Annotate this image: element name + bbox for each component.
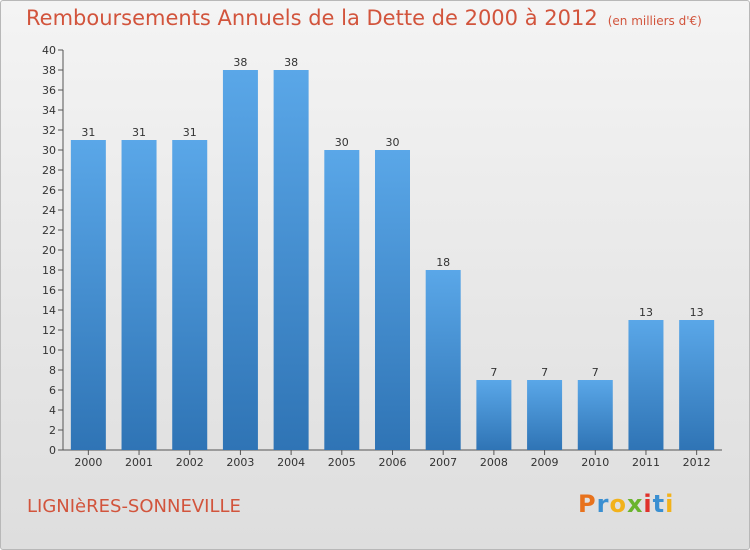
x-tick-label-2008: 2008	[480, 456, 508, 469]
y-tick-label: 38	[42, 64, 56, 77]
logo-letter: i	[665, 490, 675, 518]
bar-2003	[222, 70, 258, 450]
bar-2000	[70, 140, 106, 450]
bar-2008	[476, 380, 512, 450]
y-tick-label: 2	[49, 424, 56, 437]
x-tick-label-2012: 2012	[683, 456, 711, 469]
y-tick-label: 26	[42, 184, 56, 197]
y-tick-label: 20	[42, 244, 56, 257]
bar-2001	[121, 140, 157, 450]
x-tick-label-2001: 2001	[125, 456, 153, 469]
data-label-2001: 31	[132, 126, 146, 139]
data-label-2002: 31	[183, 126, 197, 139]
x-tick-label-2004: 2004	[277, 456, 305, 469]
y-tick-label: 10	[42, 344, 56, 357]
x-tick-label-2011: 2011	[632, 456, 660, 469]
data-label-2006: 30	[386, 136, 400, 149]
x-tick-label-2003: 2003	[226, 456, 254, 469]
chart-bars: 31 31 31 38 38 30 30 18 7 7 7 13 13	[70, 56, 715, 450]
bar-2004	[273, 70, 309, 450]
data-label-2004: 38	[284, 56, 298, 69]
chart-title-text: Remboursements Annuels de la Dette de 20…	[26, 6, 598, 30]
logo-letter: r	[596, 490, 610, 518]
y-tick-label: 28	[42, 164, 56, 177]
y-tick-label: 24	[42, 204, 56, 217]
logo-letter: i	[643, 490, 653, 518]
bar-2005	[324, 150, 360, 450]
x-tick-label-2005: 2005	[328, 456, 356, 469]
x-tick-label-2010: 2010	[581, 456, 609, 469]
proxiti-logo: Proxiti	[578, 490, 674, 518]
y-tick-label: 8	[49, 364, 56, 377]
y-tick-label: 36	[42, 84, 56, 97]
y-tick-label: 16	[42, 284, 56, 297]
bar-2006	[375, 150, 410, 450]
logo-letter: x	[626, 490, 644, 518]
x-tick-label-2007: 2007	[429, 456, 457, 469]
data-label-2000: 31	[81, 126, 95, 139]
logo-letter: o	[609, 490, 627, 518]
y-tick-label: 30	[42, 144, 56, 157]
bar-2007	[425, 270, 461, 450]
y-tick-label: 22	[42, 224, 56, 237]
data-label-2003: 38	[233, 56, 247, 69]
data-label-2005: 30	[335, 136, 349, 149]
chart-title: Remboursements Annuels de la Dette de 20…	[26, 6, 702, 30]
y-tick-label: 40	[42, 44, 56, 57]
bar-2012	[679, 320, 715, 450]
data-label-2012: 13	[690, 306, 704, 319]
bar-2011	[628, 320, 664, 450]
y-tick-label: 32	[42, 124, 56, 137]
y-tick-label: 34	[42, 104, 56, 117]
y-tick-label: 18	[42, 264, 56, 277]
logo-letter: t	[652, 490, 666, 518]
bar-2009	[527, 380, 563, 450]
data-label-2009: 7	[541, 366, 548, 379]
y-tick-label: 6	[49, 384, 56, 397]
x-tick-label-2009: 2009	[531, 456, 559, 469]
data-label-2010: 7	[592, 366, 599, 379]
y-tick-label: 14	[42, 304, 56, 317]
chart-unit: (en milliers d'€)	[607, 14, 702, 28]
logo-letter: P	[578, 490, 597, 518]
x-tick-label-2006: 2006	[379, 456, 407, 469]
y-tick-label: 12	[42, 324, 56, 337]
data-label-2011: 13	[639, 306, 653, 319]
commune-name: LIGNIèRES-SONNEVILLE	[27, 496, 241, 517]
y-tick-label: 0	[49, 444, 56, 457]
x-tick-label-2000: 2000	[74, 456, 102, 469]
x-tick-label-2002: 2002	[176, 456, 204, 469]
bar-2002	[172, 140, 208, 450]
data-label-2007: 18	[436, 256, 450, 269]
bar-2010	[577, 380, 613, 450]
y-tick-label: 4	[49, 404, 56, 417]
data-label-2008: 7	[490, 366, 497, 379]
